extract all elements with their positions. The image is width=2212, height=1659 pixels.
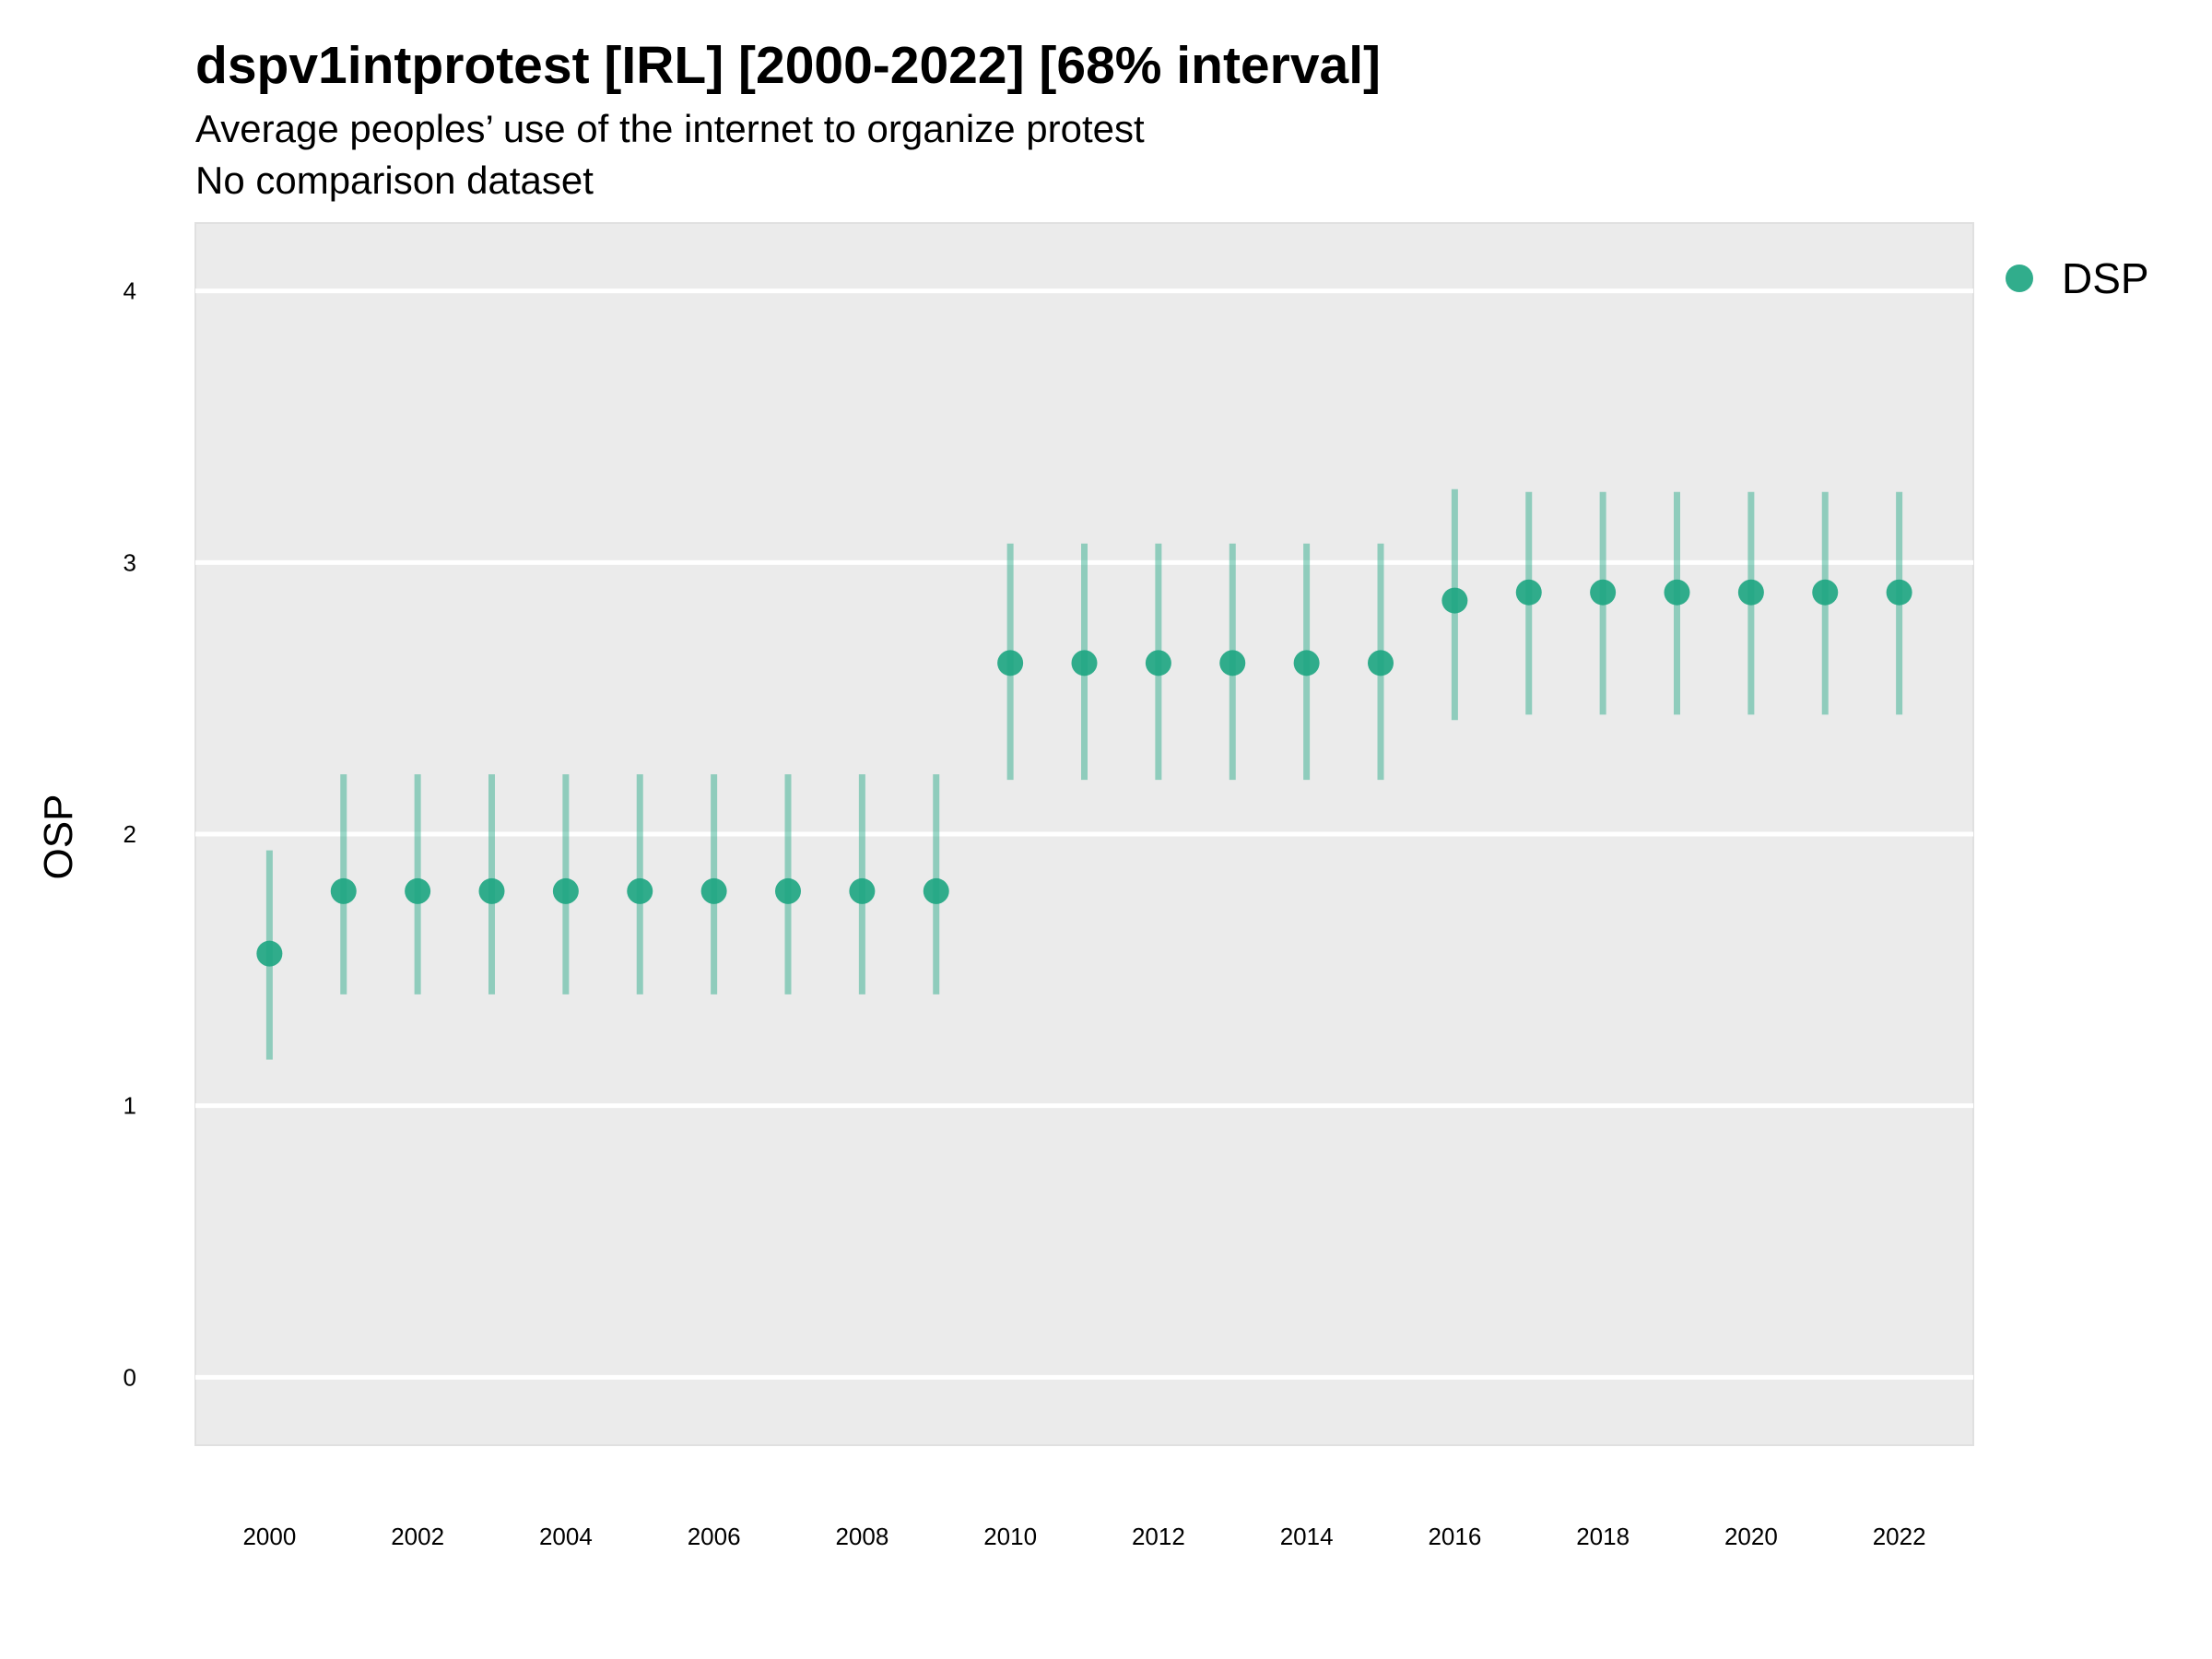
data-point-2019 bbox=[1664, 579, 1690, 606]
y-axis-ticks: 0 1 2 3 4 bbox=[124, 277, 136, 1392]
chart-subtitle: Average peoples’ use of the internet to … bbox=[195, 107, 1145, 150]
y-tick-label: 2 bbox=[124, 820, 136, 848]
chart-title: dspv1intprotest [IRL] [2000-2022] [68% i… bbox=[195, 36, 1382, 95]
data-point-2000 bbox=[256, 940, 283, 967]
data-point-2005 bbox=[627, 877, 653, 904]
x-tick-label: 2006 bbox=[688, 1523, 741, 1550]
x-tick-label: 2014 bbox=[1280, 1523, 1334, 1550]
data-point-2013 bbox=[1219, 650, 1246, 677]
data-point-2022 bbox=[1886, 579, 1912, 606]
y-tick-label: 3 bbox=[124, 548, 136, 576]
y-axis-label: OSP bbox=[36, 794, 81, 880]
data-point-2002 bbox=[405, 877, 431, 904]
chart-caption: No comparison dataset bbox=[195, 159, 594, 202]
x-tick-label: 2020 bbox=[1724, 1523, 1778, 1550]
data-point-2020 bbox=[1737, 579, 1764, 606]
data-point-2015 bbox=[1368, 650, 1394, 677]
x-axis-ticks: 2000 2002 2004 2006 2008 2010 2012 2014 2016 2018… bbox=[242, 1523, 1925, 1550]
x-tick-label: 2022 bbox=[1873, 1523, 1926, 1550]
data-point-2008 bbox=[849, 877, 876, 904]
y-tick-label: 0 bbox=[124, 1363, 136, 1391]
data-point-2016 bbox=[1441, 587, 1468, 614]
data-point-2021 bbox=[1812, 579, 1839, 606]
data-point-2003 bbox=[478, 877, 505, 904]
data-point-2017 bbox=[1515, 579, 1542, 606]
x-tick-label: 2002 bbox=[391, 1523, 444, 1550]
grid-lines bbox=[195, 288, 1973, 1380]
x-tick-label: 2012 bbox=[1132, 1523, 1185, 1550]
legend-key-dsp bbox=[2006, 265, 2033, 292]
data-point-2012 bbox=[1145, 650, 1171, 677]
y-tick-label: 1 bbox=[124, 1092, 136, 1120]
x-tick-label: 2016 bbox=[1428, 1523, 1481, 1550]
x-tick-label: 2004 bbox=[539, 1523, 593, 1550]
x-tick-label: 2008 bbox=[835, 1523, 888, 1550]
data-point-2018 bbox=[1590, 579, 1617, 606]
data-point-2006 bbox=[700, 877, 727, 904]
data-point-2010 bbox=[997, 650, 1024, 677]
x-tick-label: 2000 bbox=[242, 1523, 296, 1550]
x-tick-label: 2010 bbox=[983, 1523, 1037, 1550]
data-point-2001 bbox=[330, 877, 357, 904]
legend-label-dsp: DSP bbox=[2062, 254, 2149, 302]
data-point-2011 bbox=[1071, 650, 1098, 677]
x-tick-label: 2018 bbox=[1576, 1523, 1630, 1550]
data-point-2007 bbox=[775, 877, 801, 904]
y-tick-label: 4 bbox=[124, 277, 136, 305]
data-point-2004 bbox=[552, 877, 579, 904]
data-point-2014 bbox=[1293, 650, 1320, 677]
legend: DSP bbox=[2006, 254, 2149, 302]
data-point-2009 bbox=[923, 877, 949, 904]
data-points bbox=[256, 579, 1912, 967]
